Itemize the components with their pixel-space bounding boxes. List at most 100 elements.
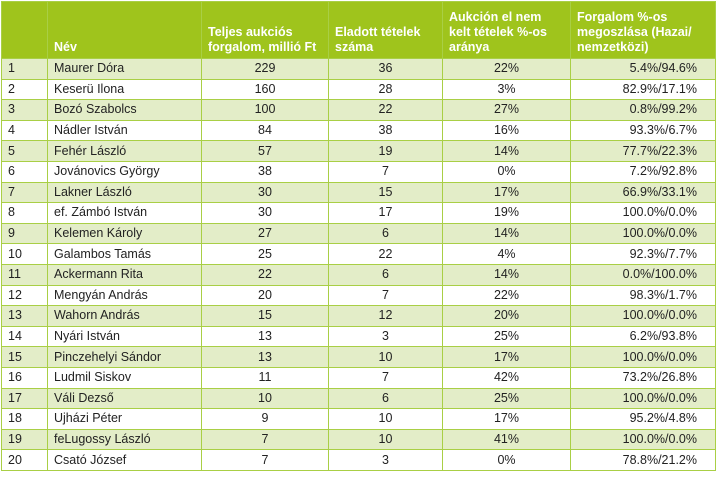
items-sold-cell: 7 — [328, 284, 443, 307]
turnover-cell: 13 — [201, 325, 329, 348]
name-cell: Nádler István — [47, 119, 202, 142]
name-cell: ef. Zámbó István — [47, 202, 202, 224]
items-sold-cell: 22 — [328, 99, 443, 121]
header-name: Név — [47, 1, 202, 59]
header-turnover-split: Forgalom %-os megoszlása (Hazai/ nemzetk… — [570, 1, 716, 59]
items-sold-cell: 10 — [328, 346, 443, 368]
items-sold-cell: 12 — [328, 305, 443, 327]
unsold-ratio-cell: 4% — [442, 243, 571, 265]
table-row: 11 Ackermann Rita 22 6 14% 0.0%/100.0% — [1, 263, 716, 286]
table-row: 14 Nyári István 13 3 25% 6.2%/93.8% — [1, 325, 716, 348]
auction-ranking-table: Név Teljes aukciós forgalom, millió Ft E… — [1, 1, 716, 471]
turnover-cell: 15 — [201, 305, 329, 327]
table-row: 2 Keserü Ilona 160 28 3% 82.9%/17.1% — [1, 78, 716, 101]
turnover-split-cell: 77.7%/22.3% — [570, 140, 716, 162]
turnover-split-cell: 82.9%/17.1% — [570, 78, 716, 101]
table-row: 12 Mengyán András 20 7 22% 98.3%/1.7% — [1, 284, 716, 307]
name-cell: Mengyán András — [47, 284, 202, 307]
items-sold-cell: 19 — [328, 140, 443, 162]
unsold-ratio-cell: 20% — [442, 305, 571, 327]
turnover-split-cell: 5.4%/94.6% — [570, 58, 716, 80]
name-cell: Ujházi Péter — [47, 408, 202, 430]
rank-cell: 9 — [1, 222, 48, 245]
items-sold-cell: 10 — [328, 408, 443, 430]
name-cell: Ackermann Rita — [47, 263, 202, 286]
turnover-split-cell: 6.2%/93.8% — [570, 325, 716, 348]
turnover-cell: 84 — [201, 119, 329, 142]
items-sold-cell: 17 — [328, 202, 443, 224]
rank-cell: 20 — [1, 449, 48, 471]
turnover-split-cell: 98.3%/1.7% — [570, 284, 716, 307]
unsold-ratio-cell: 27% — [442, 99, 571, 121]
items-sold-cell: 6 — [328, 263, 443, 286]
name-cell: Maurer Dóra — [47, 58, 202, 80]
rank-cell: 16 — [1, 366, 48, 389]
name-cell: Jovánovics György — [47, 160, 202, 183]
rank-cell: 18 — [1, 408, 48, 430]
name-cell: Galambos Tamás — [47, 243, 202, 265]
name-cell: Pinczehelyi Sándor — [47, 346, 202, 368]
name-cell: Kelemen Károly — [47, 222, 202, 245]
turnover-cell: 30 — [201, 202, 329, 224]
unsold-ratio-cell: 17% — [442, 408, 571, 430]
name-cell: Wahorn András — [47, 305, 202, 327]
turnover-split-cell: 78.8%/21.2% — [570, 449, 716, 471]
items-sold-cell: 6 — [328, 387, 443, 410]
table-row: 19 feLugossy László 7 10 41% 100.0%/0.0% — [1, 428, 716, 451]
name-cell: Váli Dezső — [47, 387, 202, 410]
table-row: 18 Ujházi Péter 9 10 17% 95.2%/4.8% — [1, 408, 716, 430]
items-sold-cell: 15 — [328, 181, 443, 204]
turnover-cell: 10 — [201, 387, 329, 410]
unsold-ratio-cell: 3% — [442, 78, 571, 101]
items-sold-cell: 3 — [328, 449, 443, 471]
items-sold-cell: 7 — [328, 366, 443, 389]
rank-cell: 17 — [1, 387, 48, 410]
table-row: 7 Lakner László 30 15 17% 66.9%/33.1% — [1, 181, 716, 204]
unsold-ratio-cell: 25% — [442, 325, 571, 348]
table-body: 1 Maurer Dóra 229 36 22% 5.4%/94.6% 2 Keserü Il… — [1, 58, 716, 471]
unsold-ratio-cell: 0% — [442, 160, 571, 183]
turnover-cell: 13 — [201, 346, 329, 368]
turnover-cell: 9 — [201, 408, 329, 430]
table-row: 20 Csató József 7 3 0% 78.8%/21.2% — [1, 449, 716, 471]
unsold-ratio-cell: 17% — [442, 346, 571, 368]
unsold-ratio-cell: 14% — [442, 222, 571, 245]
turnover-cell: 7 — [201, 428, 329, 451]
turnover-split-cell: 73.2%/26.8% — [570, 366, 716, 389]
turnover-cell: 229 — [201, 58, 329, 80]
turnover-cell: 7 — [201, 449, 329, 471]
turnover-split-cell: 95.2%/4.8% — [570, 408, 716, 430]
header-turnover: Teljes aukciós forgalom, millió Ft — [201, 1, 329, 59]
name-cell: Ludmil Siskov — [47, 366, 202, 389]
turnover-cell: 57 — [201, 140, 329, 162]
unsold-ratio-cell: 22% — [442, 284, 571, 307]
table-row: 3 Bozó Szabolcs 100 22 27% 0.8%/99.2% — [1, 99, 716, 121]
turnover-cell: 100 — [201, 99, 329, 121]
items-sold-cell: 10 — [328, 428, 443, 451]
turnover-cell: 38 — [201, 160, 329, 183]
unsold-ratio-cell: 41% — [442, 428, 571, 451]
rank-cell: 1 — [1, 58, 48, 80]
items-sold-cell: 7 — [328, 160, 443, 183]
rank-cell: 11 — [1, 263, 48, 286]
turnover-split-cell: 100.0%/0.0% — [570, 202, 716, 224]
turnover-split-cell: 100.0%/0.0% — [570, 387, 716, 410]
turnover-split-cell: 100.0%/0.0% — [570, 222, 716, 245]
unsold-ratio-cell: 17% — [442, 181, 571, 204]
turnover-split-cell: 0.0%/100.0% — [570, 263, 716, 286]
table-row: 4 Nádler István 84 38 16% 93.3%/6.7% — [1, 119, 716, 142]
unsold-ratio-cell: 14% — [442, 140, 571, 162]
unsold-ratio-cell: 19% — [442, 202, 571, 224]
header-items-sold: Eladott tételek száma — [328, 1, 443, 59]
rank-cell: 7 — [1, 181, 48, 204]
turnover-cell: 25 — [201, 243, 329, 265]
turnover-split-cell: 66.9%/33.1% — [570, 181, 716, 204]
items-sold-cell: 3 — [328, 325, 443, 348]
table-row: 8 ef. Zámbó István 30 17 19% 100.0%/0.0% — [1, 202, 716, 224]
header-rank — [1, 1, 48, 59]
table-row: 1 Maurer Dóra 229 36 22% 5.4%/94.6% — [1, 58, 716, 80]
table-row: 6 Jovánovics György 38 7 0% 7.2%/92.8% — [1, 160, 716, 183]
turnover-split-cell: 100.0%/0.0% — [570, 428, 716, 451]
rank-cell: 13 — [1, 305, 48, 327]
items-sold-cell: 36 — [328, 58, 443, 80]
